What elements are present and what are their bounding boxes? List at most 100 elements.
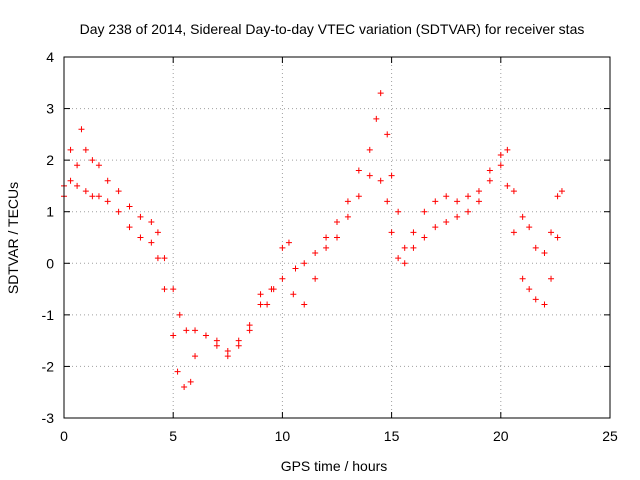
data-point — [67, 146, 74, 153]
data-point — [115, 208, 122, 215]
data-point — [344, 213, 351, 220]
data-point — [384, 131, 391, 138]
data-point — [187, 378, 194, 385]
data-point — [384, 198, 391, 205]
data-point — [410, 229, 417, 236]
data-point — [510, 229, 517, 236]
data-point — [235, 337, 242, 344]
data-point — [290, 291, 297, 298]
data-point — [78, 126, 85, 133]
data-point — [526, 224, 533, 231]
data-point — [213, 342, 220, 349]
data-point — [377, 90, 384, 97]
data-point — [192, 327, 199, 334]
data-point — [323, 244, 330, 251]
data-point — [432, 224, 439, 231]
y-tick-label: 4 — [46, 49, 54, 65]
data-point — [355, 193, 362, 200]
data-point — [67, 177, 74, 184]
data-point — [554, 193, 561, 200]
data-point — [486, 177, 493, 184]
data-point — [137, 234, 144, 241]
data-point — [475, 198, 482, 205]
chart-title: Day 238 of 2014, Sidereal Day-to-day VTE… — [80, 21, 585, 37]
x-tick-label: 25 — [602, 428, 618, 444]
data-point — [264, 301, 271, 308]
y-tick-label: 0 — [46, 255, 54, 271]
data-point — [257, 291, 264, 298]
data-point — [148, 219, 155, 226]
data-point — [279, 275, 286, 282]
data-point — [344, 198, 351, 205]
data-point — [137, 213, 144, 220]
data-point — [519, 213, 526, 220]
data-point — [246, 327, 253, 334]
data-point — [388, 172, 395, 179]
data-point — [421, 208, 428, 215]
data-point — [532, 296, 539, 303]
data-point — [497, 162, 504, 169]
data-point — [161, 286, 168, 293]
data-point — [554, 234, 561, 241]
data-point — [82, 146, 89, 153]
data-point — [465, 193, 472, 200]
data-point — [454, 213, 461, 220]
data-point — [170, 286, 177, 293]
data-point — [443, 219, 450, 226]
data-point — [74, 162, 81, 169]
x-tick-label: 0 — [60, 428, 68, 444]
data-points — [61, 90, 565, 391]
data-point — [504, 182, 511, 189]
data-point — [366, 146, 373, 153]
y-tick-label: 1 — [46, 204, 54, 220]
data-point — [465, 208, 472, 215]
grid-lines — [64, 57, 610, 418]
data-point — [82, 188, 89, 195]
data-point — [154, 255, 161, 262]
data-point — [257, 301, 264, 308]
data-point — [366, 172, 373, 179]
data-point — [161, 255, 168, 262]
data-point — [192, 353, 199, 360]
data-point — [497, 151, 504, 158]
data-point — [541, 301, 548, 308]
data-point — [519, 275, 526, 282]
data-point — [104, 177, 111, 184]
data-point — [421, 234, 428, 241]
data-point — [401, 244, 408, 251]
data-point — [401, 260, 408, 267]
data-point — [95, 193, 102, 200]
series-points — [61, 90, 565, 354]
x-tick-label: 15 — [384, 428, 400, 444]
tick-marks — [63, 56, 611, 419]
data-point — [504, 146, 511, 153]
data-point — [541, 249, 548, 256]
data-point — [443, 193, 450, 200]
data-point — [126, 224, 133, 231]
data-point — [74, 182, 81, 189]
data-point — [270, 286, 277, 293]
data-point — [181, 384, 188, 391]
data-point — [224, 353, 231, 360]
data-point — [334, 234, 340, 241]
data-point — [301, 260, 308, 267]
x-axis-label: GPS time / hours — [281, 458, 388, 474]
data-point — [454, 198, 461, 205]
data-point — [89, 193, 96, 200]
data-point — [475, 188, 482, 195]
data-point — [510, 188, 517, 195]
data-point — [388, 229, 395, 236]
data-point — [373, 115, 380, 122]
data-point — [432, 198, 439, 205]
y-tick-label: -2 — [42, 358, 55, 374]
data-point — [213, 337, 220, 344]
data-point — [301, 301, 308, 308]
data-point — [170, 332, 177, 339]
data-point — [224, 347, 231, 354]
data-point — [104, 198, 111, 205]
data-point — [154, 229, 161, 236]
data-point — [183, 327, 190, 334]
data-point — [292, 265, 299, 272]
plot-frame — [63, 56, 611, 419]
data-point — [202, 332, 209, 339]
